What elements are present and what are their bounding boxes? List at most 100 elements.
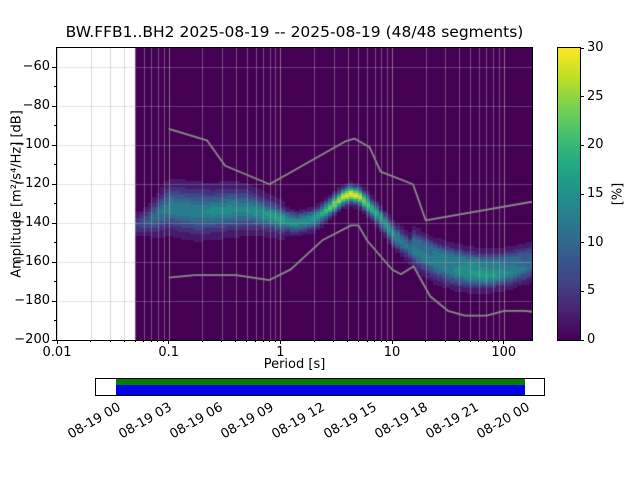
y-tick-label: −80 bbox=[22, 98, 50, 114]
timeline-used-segment bbox=[115, 379, 525, 385]
x-tick-mark bbox=[503, 340, 505, 344]
y-minor-tick-mark bbox=[54, 203, 56, 205]
x-minor-tick-mark bbox=[109, 340, 111, 342]
x-minor-tick-mark bbox=[444, 340, 446, 342]
timeline-data-segment bbox=[115, 385, 525, 395]
colorbar-canvas bbox=[558, 48, 580, 340]
x-minor-tick-mark bbox=[357, 340, 359, 342]
timeline-bar bbox=[95, 378, 545, 396]
colorbar-tick-label: 10 bbox=[587, 234, 604, 250]
timeline-tick-label: 08-20 00 bbox=[474, 400, 533, 443]
x-minor-tick-mark bbox=[123, 340, 125, 342]
x-minor-tick-mark bbox=[274, 340, 276, 342]
y-minor-tick-mark bbox=[54, 242, 56, 244]
x-minor-tick-mark bbox=[333, 340, 335, 342]
x-minor-tick-mark bbox=[458, 340, 460, 342]
y-tick-mark bbox=[52, 66, 56, 68]
y-tick-label: −180 bbox=[14, 293, 50, 309]
x-tick-label: 0.1 bbox=[158, 345, 180, 360]
y-tick-mark bbox=[52, 300, 56, 302]
colorbar-tick-label: 20 bbox=[587, 137, 604, 153]
x-tick-label: 10 bbox=[383, 345, 401, 360]
x-tick-mark bbox=[168, 340, 170, 344]
y-tick-mark bbox=[52, 105, 56, 107]
x-minor-tick-mark bbox=[235, 340, 237, 342]
y-tick-mark bbox=[52, 183, 56, 185]
y-tick-mark bbox=[52, 261, 56, 263]
x-minor-tick-mark bbox=[262, 340, 264, 342]
colorbar-tick-mark bbox=[580, 242, 584, 244]
colorbar-tick-label: 0 bbox=[587, 332, 596, 347]
x-minor-tick-mark bbox=[478, 340, 480, 342]
colorbar-tick-mark bbox=[580, 96, 584, 98]
x-tick-mark bbox=[391, 340, 393, 344]
timeline-tick-label: 08-19 21 bbox=[423, 400, 482, 443]
x-minor-tick-mark bbox=[374, 340, 376, 342]
x-minor-tick-mark bbox=[498, 340, 500, 342]
timeline-tick-label: 08-19 15 bbox=[320, 400, 380, 443]
colorbar-label: [%] bbox=[610, 182, 626, 206]
y-tick-label: −100 bbox=[14, 137, 50, 153]
colorbar-tick-mark bbox=[580, 144, 584, 146]
y-minor-tick-mark bbox=[54, 320, 56, 322]
x-minor-tick-mark bbox=[469, 340, 471, 342]
x-tick-label: 100 bbox=[491, 345, 517, 360]
y-tick-mark bbox=[52, 222, 56, 224]
plot-area bbox=[56, 47, 533, 341]
x-minor-tick-mark bbox=[163, 340, 165, 342]
x-minor-tick-mark bbox=[143, 340, 145, 342]
timeline-tick-label: 08-19 18 bbox=[372, 400, 431, 443]
x-minor-tick-mark bbox=[313, 340, 315, 342]
chart-title: BW.FFB1..BH2 2025-08-19 -- 2025-08-19 (4… bbox=[65, 23, 524, 41]
x-minor-tick-mark bbox=[134, 340, 136, 342]
colorbar-tick-mark bbox=[580, 193, 584, 195]
timeline-tick-label: 08-19 03 bbox=[116, 400, 175, 443]
y-minor-tick-mark bbox=[54, 86, 56, 88]
x-tick-mark bbox=[56, 340, 58, 344]
x-minor-tick-mark bbox=[366, 340, 368, 342]
y-tick-mark bbox=[52, 339, 56, 341]
y-minor-tick-mark bbox=[54, 125, 56, 127]
colorbar bbox=[557, 47, 581, 341]
timeline-tick-label: 08-19 06 bbox=[167, 400, 226, 443]
x-minor-tick-mark bbox=[425, 340, 427, 342]
colorbar-tick-mark bbox=[580, 339, 584, 341]
timeline-tick-label: 08-19 09 bbox=[218, 400, 277, 443]
y-axis-label: Amplitude [m²/s⁴/Hz] [dB] bbox=[9, 110, 25, 278]
x-tick-label: 0.01 bbox=[42, 345, 72, 360]
x-minor-tick-mark bbox=[157, 340, 159, 342]
x-minor-tick-mark bbox=[255, 340, 257, 342]
colorbar-tick-mark bbox=[580, 47, 584, 49]
y-minor-tick-mark bbox=[54, 164, 56, 166]
colorbar-tick-label: 5 bbox=[587, 283, 596, 299]
x-tick-mark bbox=[279, 340, 281, 344]
x-minor-tick-mark bbox=[221, 340, 223, 342]
y-tick-label: −200 bbox=[14, 332, 50, 347]
colorbar-tick-mark bbox=[580, 290, 584, 292]
colorbar-tick-label: 30 bbox=[587, 40, 604, 55]
timeline-tick-label: 08-19 12 bbox=[269, 400, 328, 443]
x-minor-tick-mark bbox=[380, 340, 382, 342]
timeline-tick-label: 08-19 00 bbox=[65, 400, 124, 443]
x-axis-label: Period [s] bbox=[263, 357, 326, 372]
x-minor-tick-mark bbox=[347, 340, 349, 342]
x-minor-tick-mark bbox=[150, 340, 152, 342]
x-minor-tick-mark bbox=[492, 340, 494, 342]
x-minor-tick-mark bbox=[485, 340, 487, 342]
x-minor-tick-mark bbox=[201, 340, 203, 342]
y-minor-tick-mark bbox=[54, 281, 56, 283]
colorbar-tick-label: 25 bbox=[587, 88, 604, 104]
y-tick-label: −120 bbox=[14, 176, 50, 192]
y-tick-label: −60 bbox=[22, 59, 50, 75]
x-tick-label: 1 bbox=[276, 345, 285, 360]
y-tick-label: −160 bbox=[14, 254, 50, 270]
x-minor-tick-mark bbox=[90, 340, 92, 342]
y-tick-label: −140 bbox=[14, 215, 50, 231]
x-minor-tick-mark bbox=[386, 340, 388, 342]
x-minor-tick-mark bbox=[246, 340, 248, 342]
y-tick-mark bbox=[52, 144, 56, 146]
x-minor-tick-mark bbox=[269, 340, 271, 342]
colorbar-tick-label: 15 bbox=[587, 186, 604, 201]
ppsd-heatmap-canvas bbox=[57, 48, 532, 340]
